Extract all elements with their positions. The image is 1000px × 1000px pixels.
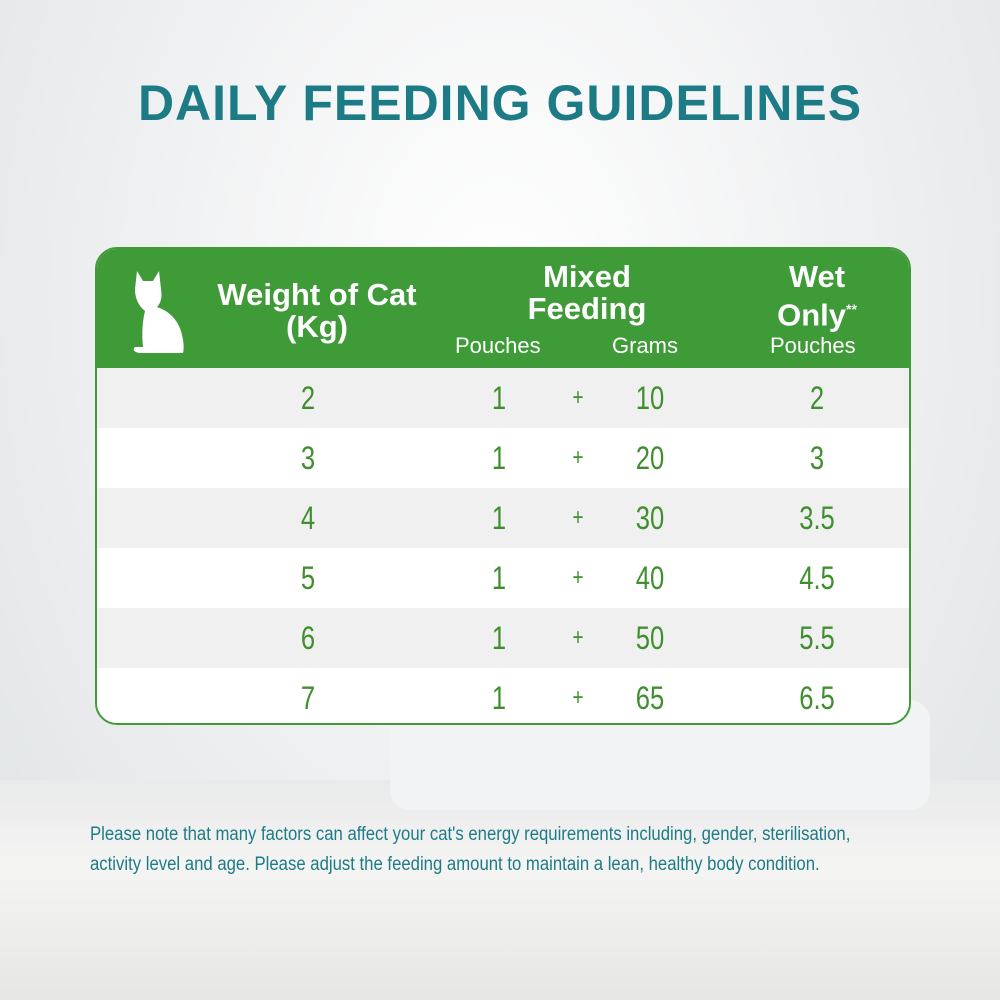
feeding-table: Weight of Cat (Kg) Mixed Feeding Pouches…	[95, 247, 911, 725]
mixed-grams: 20	[635, 440, 665, 476]
wet-pouches: 3.5	[799, 500, 835, 536]
plus: +	[572, 384, 584, 411]
background-floor	[0, 780, 1000, 1000]
mixed-pouches: 1	[491, 620, 507, 656]
header-grams: Grams	[612, 333, 678, 358]
plus: +	[572, 684, 584, 711]
plus: +	[572, 504, 584, 531]
table-row: 7 1 +65 6.5	[97, 668, 909, 723]
cat-icon	[133, 271, 184, 353]
table-row: 2 1 +10 2	[97, 368, 909, 428]
mixed-pouches: 1	[491, 680, 507, 716]
header-line: Weight of Cat	[217, 277, 417, 312]
wet-pouches: 2	[809, 380, 825, 416]
mixed-pouches: 1	[491, 380, 507, 416]
note-line: Please note that many factors can affect…	[90, 824, 851, 845]
header-line: (Kg)	[286, 309, 348, 344]
wet-pouches: 4.5	[799, 560, 835, 596]
mixed-grams: 40	[635, 560, 665, 596]
plus: +	[572, 564, 584, 591]
weight: 6	[300, 620, 316, 656]
weight: 4	[300, 500, 316, 536]
mixed-grams: 65	[635, 680, 665, 716]
weight: 2	[300, 380, 316, 416]
header-mark: **	[846, 301, 857, 317]
mixed-pouches: 1	[491, 500, 507, 536]
plus: +	[572, 624, 584, 651]
mixed-pouches: 1	[491, 560, 507, 596]
mixed-pouches: 1	[491, 440, 507, 476]
weight: 5	[300, 560, 316, 596]
header-pouches: Pouches	[455, 333, 541, 358]
mixed-grams: 30	[635, 500, 665, 536]
header-line: Wet	[788, 259, 846, 294]
note: Please note that many factors can affect…	[90, 820, 851, 880]
wet-pouches: 3	[809, 440, 825, 476]
header-weight: Weight of Cat (Kg)	[192, 279, 442, 343]
header-wet: Wet Only**	[737, 261, 897, 331]
header-line: Only	[777, 297, 846, 333]
header-line: Feeding	[527, 291, 647, 326]
title: DAILY FEEDING GUIDELINES	[137, 75, 863, 131]
table-header: Weight of Cat (Kg) Mixed Feeding Pouches…	[97, 249, 909, 368]
plus: +	[572, 444, 584, 471]
mixed-grams: 50	[635, 620, 665, 656]
table-row: 6 1 +50 5.5	[97, 608, 909, 668]
table-row: 4 1 +30 3.5	[97, 488, 909, 548]
weight: 3	[300, 440, 316, 476]
note-line: activity level and age. Please adjust th…	[90, 854, 820, 875]
wet-pouches: 6.5	[799, 680, 835, 716]
header-mixed: Mixed Feeding	[497, 261, 677, 325]
wet-pouches: 5.5	[799, 620, 835, 656]
header-line: Mixed	[543, 259, 631, 294]
weight: 7	[300, 680, 316, 716]
table-row: 5 1 +40 4.5	[97, 548, 909, 608]
header-wet-pouches: Pouches	[770, 333, 856, 358]
table-row: 3 1 +20 3	[97, 428, 909, 488]
mixed-grams: 10	[635, 380, 665, 416]
